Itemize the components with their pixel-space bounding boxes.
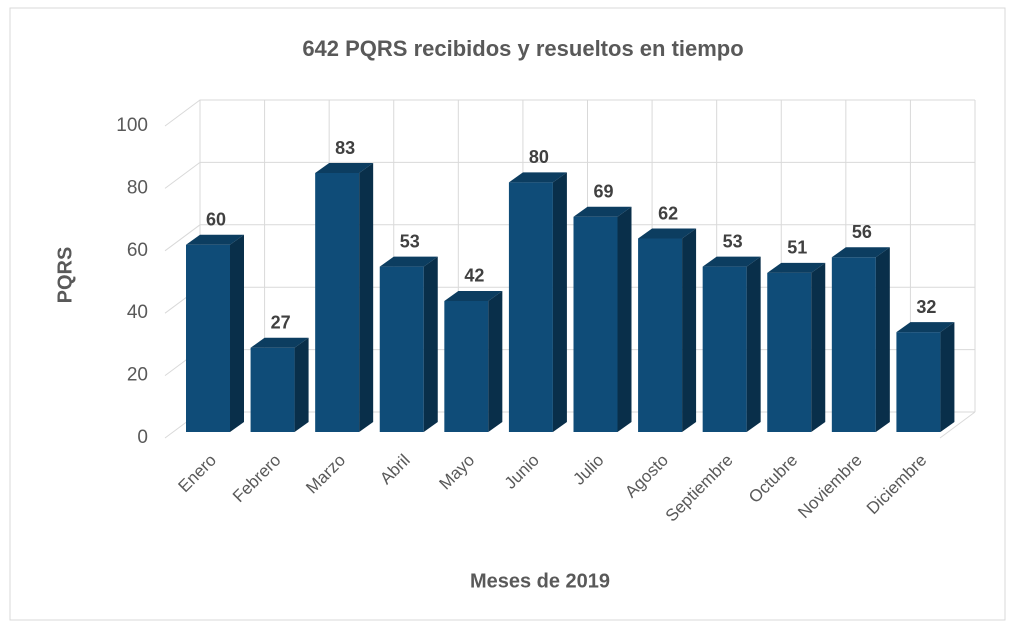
bar-top	[702, 256, 761, 267]
y-tick-label: 40	[127, 302, 148, 323]
data-label: 53	[400, 231, 420, 251]
chart-title: 642 PQRS recibidos y resueltos en tiempo	[302, 36, 743, 61]
bar-side	[940, 322, 955, 432]
bar-side	[488, 290, 503, 432]
bar-side	[617, 206, 632, 432]
grid-line	[164, 161, 975, 189]
data-label: 69	[593, 181, 613, 201]
bar	[444, 290, 503, 432]
data-label: 60	[206, 210, 226, 230]
bar	[508, 172, 567, 432]
bar	[315, 163, 374, 433]
bar-front	[767, 272, 812, 432]
bar	[379, 256, 438, 432]
data-label: 80	[529, 147, 549, 167]
y-tick-label: 80	[127, 177, 148, 198]
data-label: 62	[658, 203, 678, 223]
bar-side	[811, 262, 826, 432]
bar-side	[746, 256, 761, 432]
bar-front	[896, 332, 941, 432]
bar-front	[315, 173, 360, 433]
bar-top	[831, 247, 890, 258]
bar-top	[508, 172, 567, 183]
bar	[896, 322, 955, 432]
y-tick-label: 60	[127, 240, 148, 261]
y-tick-label: 20	[127, 365, 148, 386]
bar-side	[552, 172, 567, 432]
bar-top	[315, 163, 374, 174]
y-tick-label: 100	[116, 115, 148, 136]
y-axis-label: PQRS	[54, 247, 76, 304]
bar-side	[294, 337, 309, 432]
floor-edge	[939, 411, 976, 439]
data-label: 42	[464, 266, 484, 286]
data-label: 53	[723, 231, 743, 251]
grid-line	[164, 224, 975, 252]
bar-front	[444, 300, 489, 432]
bar-side	[359, 163, 374, 433]
x-axis-label: Meses de 2019	[470, 570, 610, 592]
bar-front	[186, 244, 230, 432]
bar-top	[250, 337, 309, 348]
bar-front	[250, 347, 295, 432]
bar-top	[186, 234, 244, 245]
bar-front	[638, 238, 683, 432]
bar-front	[831, 257, 876, 432]
bar-top	[444, 290, 503, 301]
bar-front	[702, 266, 747, 432]
bar-top	[573, 206, 632, 217]
bar-front	[573, 216, 618, 432]
bar	[186, 234, 244, 432]
data-label: 83	[335, 138, 355, 158]
data-label: 51	[787, 238, 807, 258]
bar-side	[423, 256, 438, 432]
bar-top	[379, 256, 438, 267]
bar	[767, 262, 826, 432]
bar-front	[379, 266, 424, 432]
bar-side	[682, 228, 697, 432]
bar	[638, 228, 697, 432]
bar	[573, 206, 632, 432]
data-label: 27	[271, 313, 291, 333]
bar-top	[896, 322, 955, 333]
bar-top	[638, 228, 697, 239]
grid-line	[164, 99, 975, 127]
y-tick-label: 0	[137, 427, 148, 448]
bar	[831, 247, 890, 432]
bar-side	[230, 234, 244, 432]
bar	[250, 337, 309, 432]
data-label: 56	[852, 222, 872, 242]
bar-front	[508, 182, 553, 432]
bar-top	[767, 262, 826, 273]
bar	[702, 256, 761, 432]
bar-side	[875, 247, 890, 432]
data-label: 32	[916, 297, 936, 317]
